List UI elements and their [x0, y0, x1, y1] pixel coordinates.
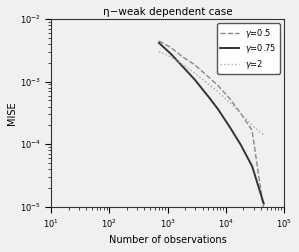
Title: η−weak dependent case: η−weak dependent case	[103, 7, 232, 17]
γ=2	[219, 93, 223, 96]
γ=0.75	[219, 113, 223, 116]
γ=0.5	[245, 122, 249, 125]
γ=2	[158, 50, 161, 53]
γ=0.5	[221, 90, 225, 93]
γ=0.5	[157, 40, 161, 43]
γ=0.75	[158, 42, 161, 45]
γ=2	[219, 93, 223, 96]
Line: γ=0.75: γ=0.75	[159, 43, 264, 204]
Line: γ=2: γ=2	[159, 52, 264, 135]
γ=0.5	[262, 208, 266, 211]
γ=0.5	[219, 88, 223, 91]
γ=0.75	[262, 202, 266, 205]
γ=0.5	[158, 40, 161, 43]
γ=0.75	[252, 170, 256, 173]
X-axis label: Number of observations: Number of observations	[109, 235, 227, 245]
γ=2	[245, 119, 249, 122]
γ=2	[157, 50, 161, 53]
γ=2	[262, 133, 266, 136]
Line: γ=0.5: γ=0.5	[159, 41, 264, 210]
γ=2	[252, 125, 256, 128]
γ=0.75	[221, 115, 225, 118]
γ=0.75	[219, 112, 223, 115]
Y-axis label: MISE: MISE	[7, 101, 17, 125]
γ=0.75	[245, 155, 249, 159]
γ=0.5	[219, 87, 223, 90]
γ=2	[221, 95, 225, 98]
γ=0.75	[157, 41, 161, 44]
γ=0.5	[252, 141, 256, 144]
Legend: $\gamma$=0.5, $\gamma$=0.75, $\gamma$=2: $\gamma$=0.5, $\gamma$=0.75, $\gamma$=2	[217, 23, 280, 74]
